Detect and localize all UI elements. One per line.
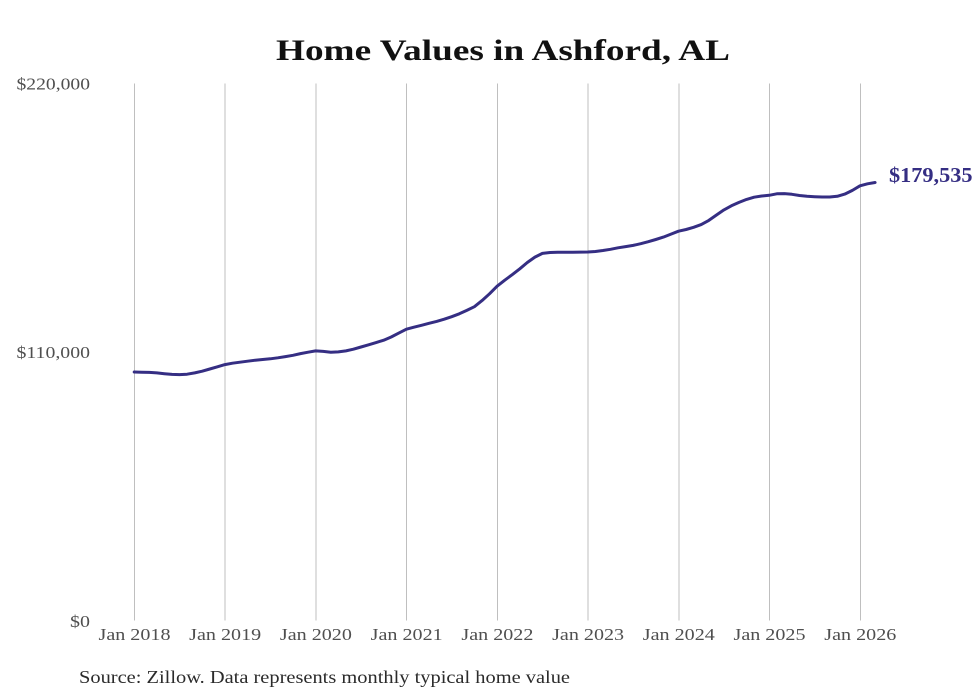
svg-text:$110,000: $110,000: [17, 343, 91, 362]
svg-text:Jan 2023: Jan 2023: [552, 625, 624, 644]
svg-text:$220,000: $220,000: [17, 74, 91, 93]
svg-text:Jan 2022: Jan 2022: [461, 625, 533, 644]
svg-text:$0: $0: [70, 612, 90, 631]
svg-text:Home Values in Ashford, AL: Home Values in Ashford, AL: [276, 34, 730, 67]
svg-text:Jan 2020: Jan 2020: [280, 625, 352, 644]
svg-text:Source: Zillow. Data represent: Source: Zillow. Data represents monthly …: [79, 667, 570, 687]
svg-text:$179,535: $179,535: [889, 163, 973, 187]
svg-text:Jan 2024: Jan 2024: [643, 625, 716, 644]
svg-text:Jan 2021: Jan 2021: [371, 625, 443, 644]
svg-text:Jan 2019: Jan 2019: [189, 625, 261, 644]
svg-text:Jan 2026: Jan 2026: [824, 625, 896, 644]
svg-text:Jan 2025: Jan 2025: [734, 625, 806, 644]
svg-text:Jan 2018: Jan 2018: [99, 625, 171, 644]
